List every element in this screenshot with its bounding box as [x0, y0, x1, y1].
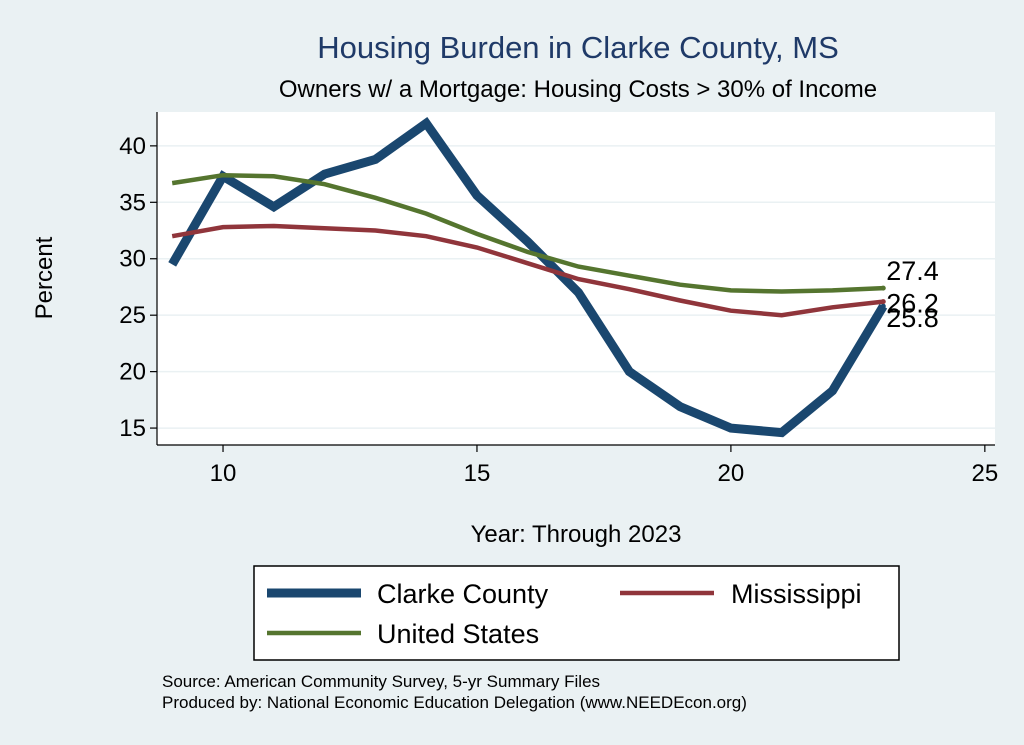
legend-label-clarke-county: Clarke County [377, 579, 549, 609]
x-tick-label: 20 [718, 460, 745, 487]
producer-note: Produced by: National Economic Education… [162, 693, 747, 712]
y-tick-label: 30 [119, 246, 146, 273]
chart: Housing Burden in Clarke County, MS Owne… [0, 0, 1024, 745]
x-tick-label: 25 [971, 460, 998, 487]
series-end-point-clarke-county [881, 304, 886, 309]
end-label-united-states: 27.4 [886, 256, 939, 286]
series-end-point-united-states [881, 286, 886, 291]
source-note: Source: American Community Survey, 5-yr … [162, 672, 600, 691]
legend-label-united-states: United States [377, 619, 539, 649]
legend-label-mississippi: Mississippi [731, 579, 862, 609]
chart-subtitle: Owners w/ a Mortgage: Housing Costs > 30… [279, 76, 877, 103]
end-label-mississippi: 26.2 [886, 289, 939, 319]
y-tick-label: 20 [119, 359, 146, 386]
x-axis-title: Year: Through 2023 [471, 521, 682, 548]
y-axis-title: Percent [31, 236, 58, 319]
y-tick-label: 25 [119, 302, 146, 329]
y-tick-label: 40 [119, 133, 146, 160]
chart-title: Housing Burden in Clarke County, MS [317, 30, 839, 65]
x-tick-label: 10 [210, 460, 237, 487]
end-labels: 25.826.227.4 [886, 256, 939, 333]
y-tick-label: 35 [119, 189, 146, 216]
x-tick-label: 15 [464, 460, 491, 487]
series-end-point-mississippi [881, 299, 886, 304]
y-tick-label: 15 [119, 415, 146, 442]
